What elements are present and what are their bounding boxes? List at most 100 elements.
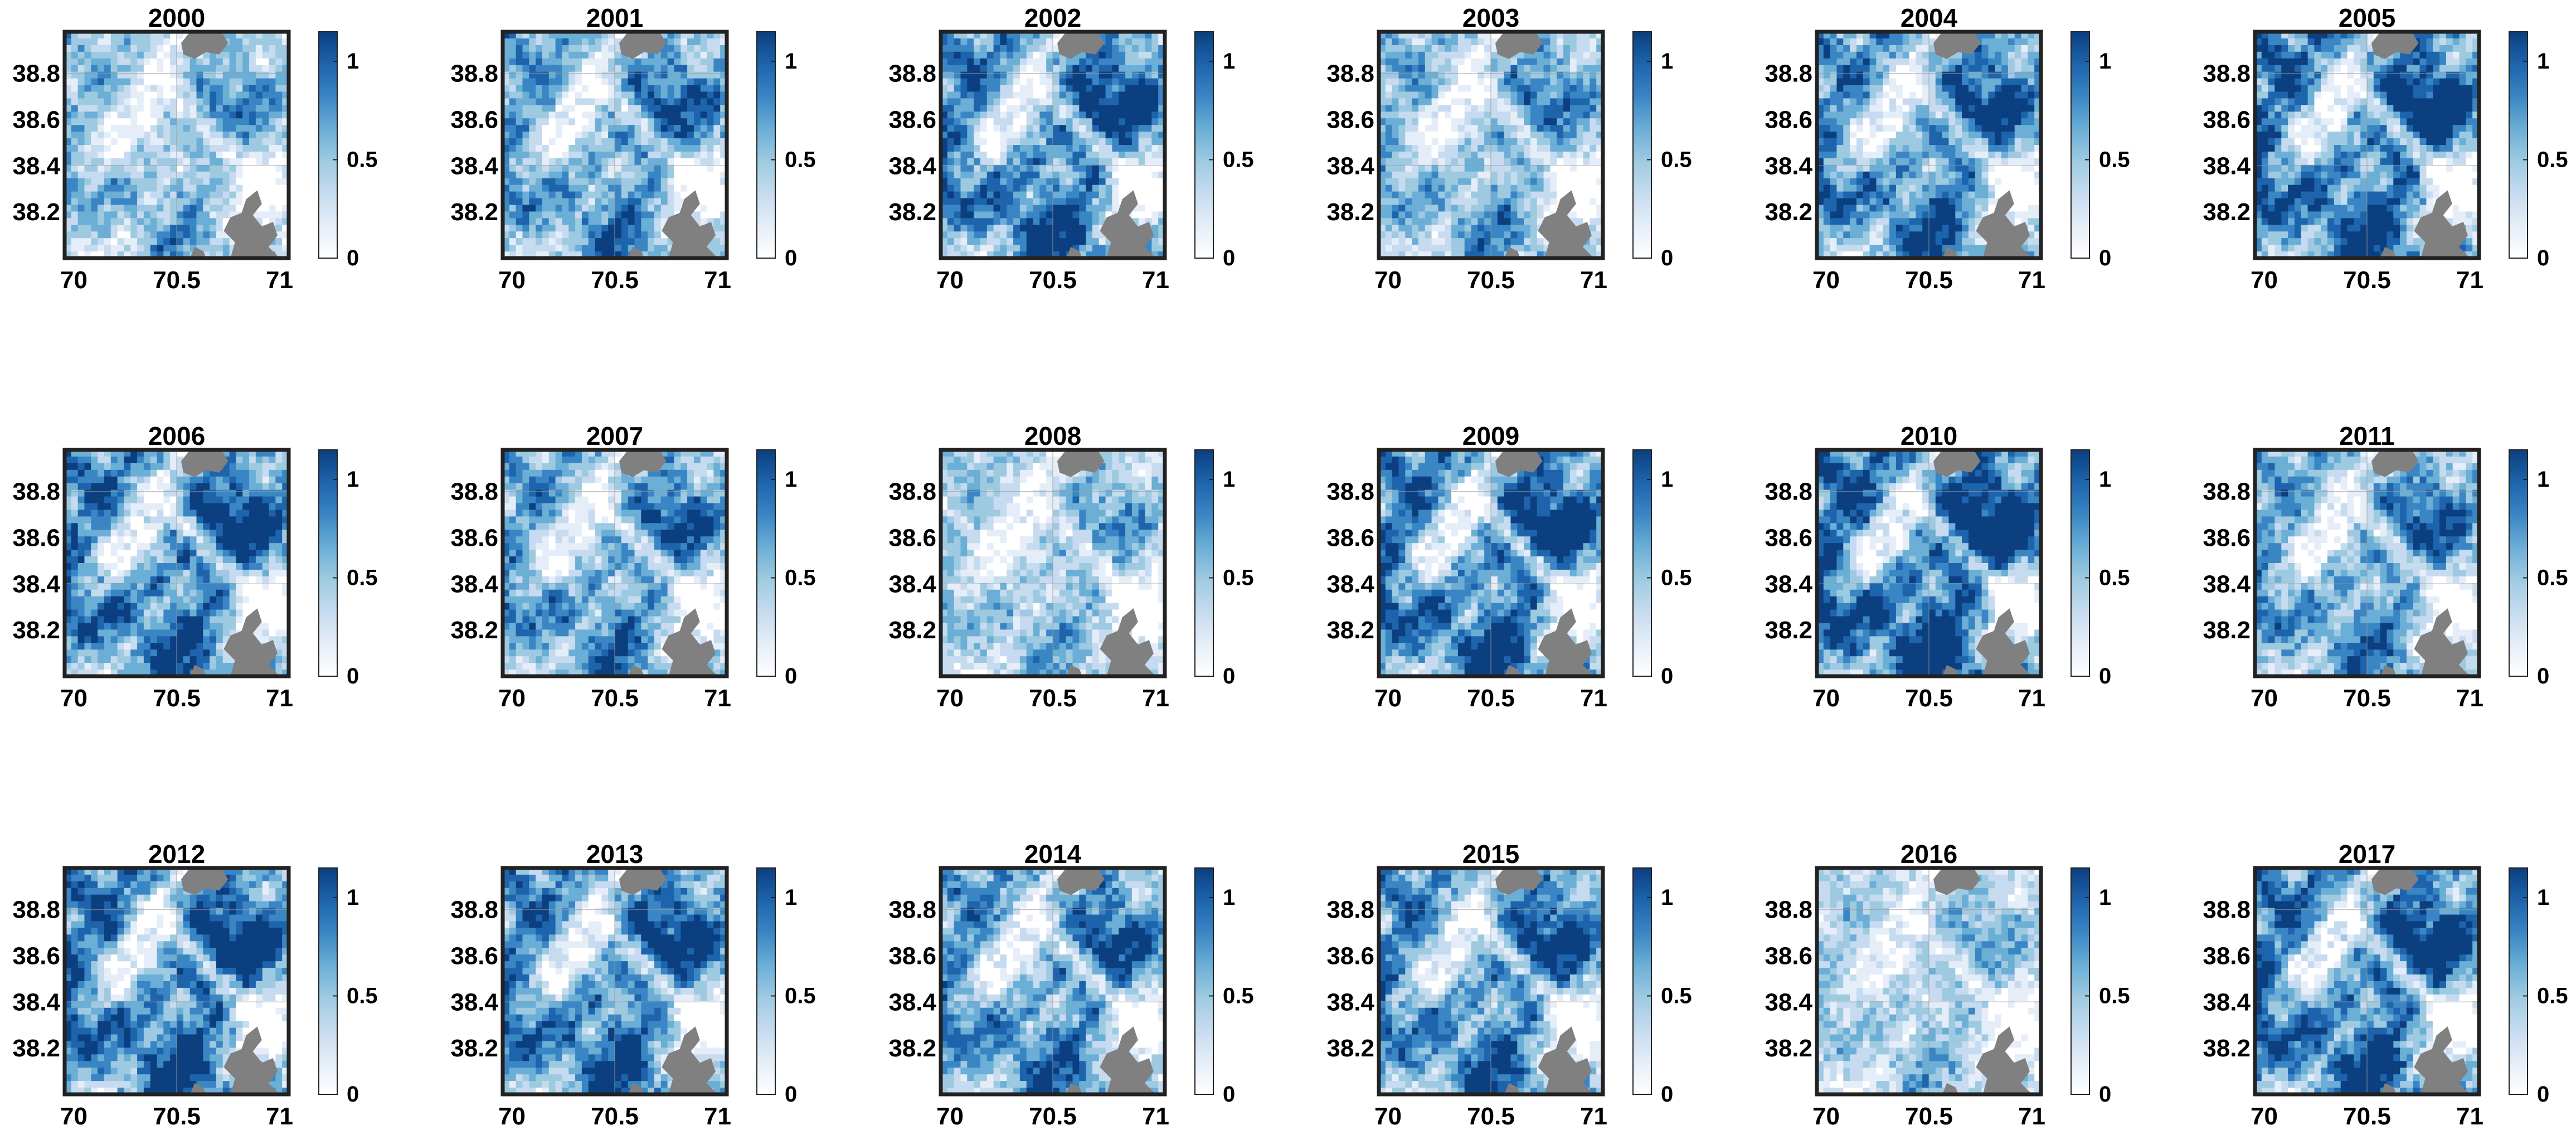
heatmap-cell xyxy=(118,111,124,119)
heatmap-cell xyxy=(562,132,568,139)
heatmap-cell xyxy=(1896,72,1903,79)
heatmap-cell xyxy=(1510,145,1517,152)
heatmap-cell xyxy=(1412,111,1418,119)
heatmap-cell xyxy=(157,38,164,46)
heatmap-cell xyxy=(1059,111,1066,119)
heatmap-cell xyxy=(157,238,164,245)
heatmap-cell xyxy=(1020,178,1027,186)
heatmap-cell xyxy=(203,192,210,199)
heatmap-cell xyxy=(104,111,111,119)
heatmap-cell xyxy=(1583,85,1590,93)
heatmap-cell xyxy=(124,238,130,245)
heatmap-cell xyxy=(1145,172,1152,179)
heatmap-cell xyxy=(1432,132,1438,139)
heatmap-cell xyxy=(1484,145,1491,152)
heatmap-cell xyxy=(1039,125,1046,132)
heatmap-cell xyxy=(1445,172,1451,179)
heatmap-cell xyxy=(84,65,91,72)
heatmap-cell xyxy=(954,138,961,146)
heatmap-cell xyxy=(163,38,170,46)
heatmap-cell xyxy=(1079,111,1086,119)
colorbar-tick-label: 0.5 xyxy=(1661,147,1692,172)
heatmap-cell xyxy=(1139,111,1145,119)
heatmap-cell xyxy=(1039,192,1046,199)
heatmap-cell xyxy=(628,152,635,159)
heatmap-cell xyxy=(1398,152,1405,159)
colorbar-tick-label: 0.5 xyxy=(785,147,816,172)
heatmap-cell xyxy=(608,185,615,192)
heatmap-cell xyxy=(1477,85,1484,93)
heatmap-cell xyxy=(130,65,137,72)
heatmap-cell xyxy=(701,152,707,159)
heatmap-cell xyxy=(91,59,98,66)
heatmap-cell xyxy=(1139,125,1145,132)
heatmap-cell xyxy=(216,225,223,232)
heatmap-cell xyxy=(516,138,523,146)
heatmap-cell xyxy=(1112,38,1119,46)
heatmap-cell xyxy=(575,111,582,119)
heatmap-cell xyxy=(687,98,694,105)
heatmap-cell xyxy=(111,245,118,252)
heatmap-cell xyxy=(1583,52,1590,59)
heatmap-cell xyxy=(1824,85,1830,93)
heatmap-cell xyxy=(137,178,144,186)
heatmap-cell xyxy=(71,145,78,152)
heatmap-cell xyxy=(542,245,549,252)
heatmap-cell xyxy=(1020,72,1027,79)
heatmap-cell xyxy=(177,85,183,93)
heatmap-cell xyxy=(994,52,1000,59)
heatmap-cell xyxy=(242,138,249,146)
heatmap-cell xyxy=(582,65,589,72)
heatmap-cell xyxy=(170,98,177,105)
heatmap-cell xyxy=(1524,79,1530,86)
heatmap-cell xyxy=(1484,132,1491,139)
heatmap-cell xyxy=(954,65,961,72)
heatmap-cell xyxy=(974,98,980,105)
heatmap-cell xyxy=(1465,245,1471,252)
heatmap-cell xyxy=(1053,72,1059,79)
heatmap-cell xyxy=(118,211,124,219)
heatmap-cell xyxy=(1013,225,1020,232)
heatmap-cell xyxy=(1491,65,1498,72)
heatmap-cell xyxy=(150,85,157,93)
heatmap-cell xyxy=(1445,105,1451,112)
heatmap-cell xyxy=(595,79,602,86)
heatmap-cell xyxy=(1059,218,1066,225)
heatmap-cell xyxy=(536,185,542,192)
heatmap-cell xyxy=(1465,198,1471,206)
heatmap-cell xyxy=(1418,225,1425,232)
heatmap-cell xyxy=(1132,178,1139,186)
heatmap-cell xyxy=(1059,138,1066,146)
heatmap-cell xyxy=(137,158,144,166)
heatmap-cell xyxy=(562,158,568,166)
heatmap-cell xyxy=(960,172,967,179)
heatmap-cell xyxy=(589,225,595,232)
heatmap-cell xyxy=(1438,59,1445,66)
heatmap-cell xyxy=(1458,211,1465,219)
heatmap-cell xyxy=(648,185,654,192)
heatmap-cell xyxy=(1007,65,1013,72)
heatmap-cell xyxy=(1438,198,1445,206)
heatmap-cell xyxy=(947,138,954,146)
heatmap-cell xyxy=(111,238,118,245)
heatmap-cell xyxy=(1099,185,1106,192)
heatmap-cell xyxy=(1099,111,1106,119)
heatmap-cell xyxy=(954,238,961,245)
heatmap-cell xyxy=(170,85,177,93)
heatmap-cell xyxy=(1445,158,1451,166)
heatmap-cell xyxy=(536,105,542,112)
heatmap-cell xyxy=(1936,59,1942,66)
heatmap-cell xyxy=(1418,132,1425,139)
heatmap-cell xyxy=(1066,125,1073,132)
heatmap-cell xyxy=(269,52,276,59)
heatmap-cell xyxy=(1498,91,1504,99)
heatmap-cell xyxy=(275,192,282,199)
y-tick-label: 38.8 xyxy=(888,60,936,88)
heatmap-cell xyxy=(269,145,276,152)
heatmap-cell xyxy=(549,38,556,46)
heatmap-cell xyxy=(1537,185,1544,192)
heatmap-cell xyxy=(1412,125,1418,132)
heatmap-cell xyxy=(654,65,661,72)
heatmap-cell xyxy=(230,111,236,119)
heatmap-cell xyxy=(1836,38,1843,46)
